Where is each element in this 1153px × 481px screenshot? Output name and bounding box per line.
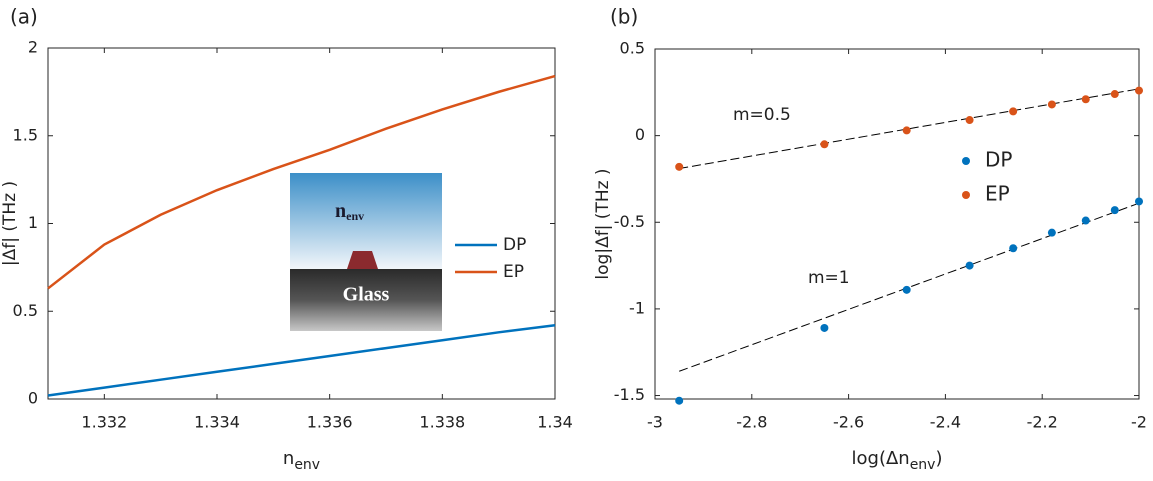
data-point	[1135, 197, 1143, 206]
inset-label-main: n	[335, 200, 346, 222]
x-axis-label: log(Δnenv)	[852, 448, 943, 473]
data-point	[1110, 90, 1119, 99]
data-point	[1081, 95, 1090, 104]
x-axis-label-main: n	[283, 448, 294, 469]
data-point	[902, 285, 911, 294]
x-tick-label: 1.332	[81, 413, 127, 432]
y-axis-label: log|Δf| (THz )	[593, 168, 613, 279]
data-point	[1110, 206, 1119, 215]
x-tick-label: 1.34	[537, 413, 573, 432]
y-axis-label: |Δf| (THz )	[0, 181, 20, 266]
inset-substrate	[290, 269, 442, 331]
data-line	[47, 324, 556, 397]
data-point	[675, 396, 684, 405]
data-point	[1009, 244, 1018, 253]
fit-line	[679, 202, 1140, 372]
x-tick-label: -3	[647, 413, 663, 432]
inset-label: nenv	[335, 200, 364, 223]
data-point	[820, 140, 829, 149]
x-axis-label-sub: env	[294, 457, 320, 473]
y-tick-label: -1	[629, 298, 645, 317]
x-tick-label: 1.334	[194, 413, 240, 432]
data-point	[902, 126, 911, 135]
x-axis-label-sub: env	[910, 457, 936, 473]
legend-label: DP	[503, 235, 526, 255]
y-tick-label: -0.5	[614, 212, 645, 231]
data-point	[965, 116, 974, 125]
legend-label: DP	[985, 148, 1012, 172]
x-tick-label: -2.8	[736, 413, 767, 432]
y-tick-label: -1.5	[614, 385, 645, 404]
legend-marker	[962, 157, 970, 165]
data-point	[965, 261, 974, 270]
legend-label: EP	[503, 262, 524, 282]
x-tick-label: 1.338	[419, 413, 465, 432]
y-tick-label: 1.5	[13, 125, 38, 144]
data-point	[1009, 107, 1018, 116]
x-axis-label: nenv	[283, 448, 320, 473]
axes-frame	[654, 48, 1140, 400]
data-point	[820, 323, 829, 332]
y-tick-label: 0	[635, 125, 645, 144]
x-tick-label: -2.2	[1027, 413, 1058, 432]
y-tick-label: 0.5	[13, 301, 38, 320]
inset	[290, 173, 442, 331]
y-tick-label: 2	[28, 38, 38, 57]
x-axis-label-main: log(Δn	[852, 448, 910, 469]
data-point	[1081, 216, 1090, 225]
data-line	[47, 74, 556, 290]
x-tick-label: -2.4	[930, 413, 961, 432]
x-tick-label: -2.6	[833, 413, 864, 432]
data-point	[675, 162, 684, 171]
data-point	[1047, 228, 1056, 237]
legend-marker	[962, 191, 970, 199]
y-tick-label: 1	[28, 213, 38, 232]
inset-substrate-label: Glass	[343, 284, 390, 306]
annotation: m=1	[808, 268, 850, 288]
x-tick-label: 1.336	[307, 413, 353, 432]
x-axis-label-end: )	[935, 448, 942, 469]
panel-label: (a)	[10, 5, 38, 29]
annotation: m=0.5	[733, 105, 791, 125]
inset-structure	[347, 251, 378, 269]
inset-label-sub: env	[346, 209, 364, 223]
y-tick-label: 0	[28, 389, 38, 408]
panel-label: (b)	[610, 5, 638, 29]
data-point	[1047, 100, 1056, 109]
y-tick-label: 0.5	[620, 39, 645, 58]
legend-label: EP	[985, 182, 1010, 206]
x-tick-label: -2	[1131, 413, 1147, 432]
data-point	[1135, 86, 1143, 95]
